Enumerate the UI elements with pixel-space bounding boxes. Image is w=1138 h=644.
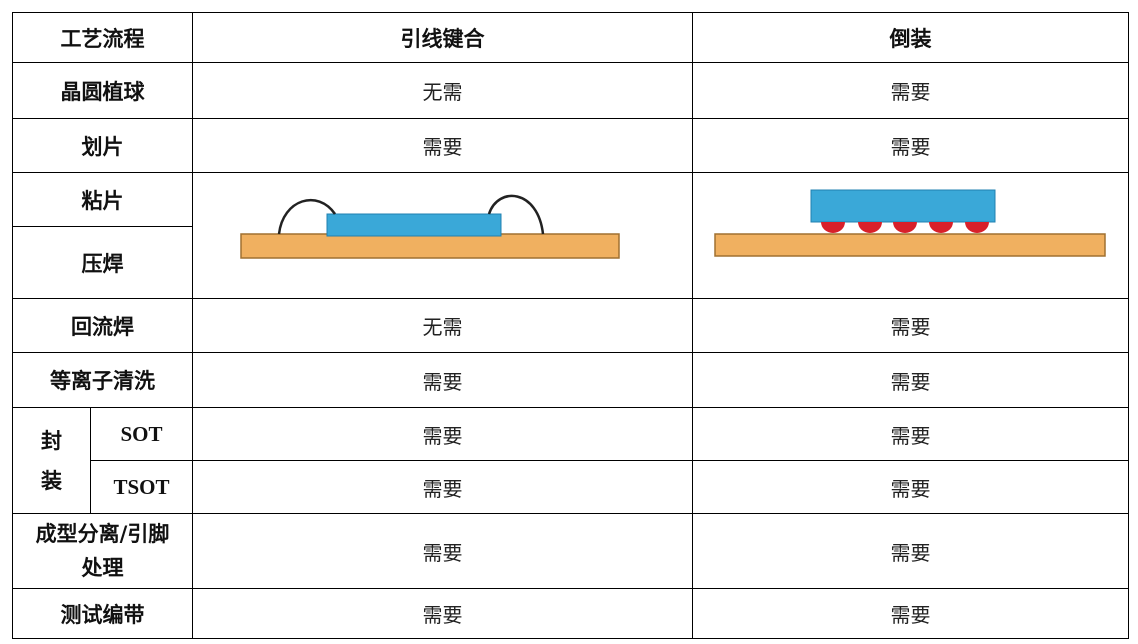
wire-bond-diagram [240,194,620,259]
wire [487,194,545,234]
bumps [821,221,989,233]
substrate [240,232,620,259]
image-cell [692,172,1129,299]
cell: 无需 [192,62,693,119]
row-label: 压焊 [12,226,193,299]
row-label: 回流焊 [12,298,193,353]
cell: 需要 [692,588,1129,639]
row-label: 等离子清洗 [12,352,193,408]
cell: 需要 [692,298,1129,353]
header-cell: 倒装 [692,12,1129,63]
cell: 需要 [192,407,693,461]
header-cell: 工艺流程 [12,12,193,63]
die [326,213,502,236]
row-label: 测试编带 [12,588,193,639]
row-label: SOT [90,407,193,461]
cell: 需要 [692,407,1129,461]
row-label: 成型分离/引脚处理 [12,513,193,589]
process-table: 工艺流程 引线键合 倒装 晶圆植球 无需 需要 划片 需要 需要 粘片 [12,12,1129,639]
cell: 需要 [192,352,693,408]
cell: 需要 [192,460,693,514]
flip-chip-diagram [714,189,1106,257]
cell: 需要 [692,460,1129,514]
image-cell [192,172,693,299]
substrate [714,232,1106,257]
row-label: 晶圆植球 [12,62,193,119]
cell: 需要 [692,118,1129,173]
wire [277,198,337,234]
die [810,189,996,222]
cell: 需要 [192,588,693,639]
row-label: TSOT [90,460,193,514]
header-cell: 引线键合 [192,12,693,63]
cell: 需要 [192,118,693,173]
cell: 需要 [692,513,1129,589]
cell: 需要 [692,352,1129,408]
cell: 需要 [692,62,1129,119]
group-label: 封装 [12,407,91,514]
cell: 无需 [192,298,693,353]
row-label: 粘片 [12,172,193,227]
row-label: 划片 [12,118,193,173]
cell: 需要 [192,513,693,589]
